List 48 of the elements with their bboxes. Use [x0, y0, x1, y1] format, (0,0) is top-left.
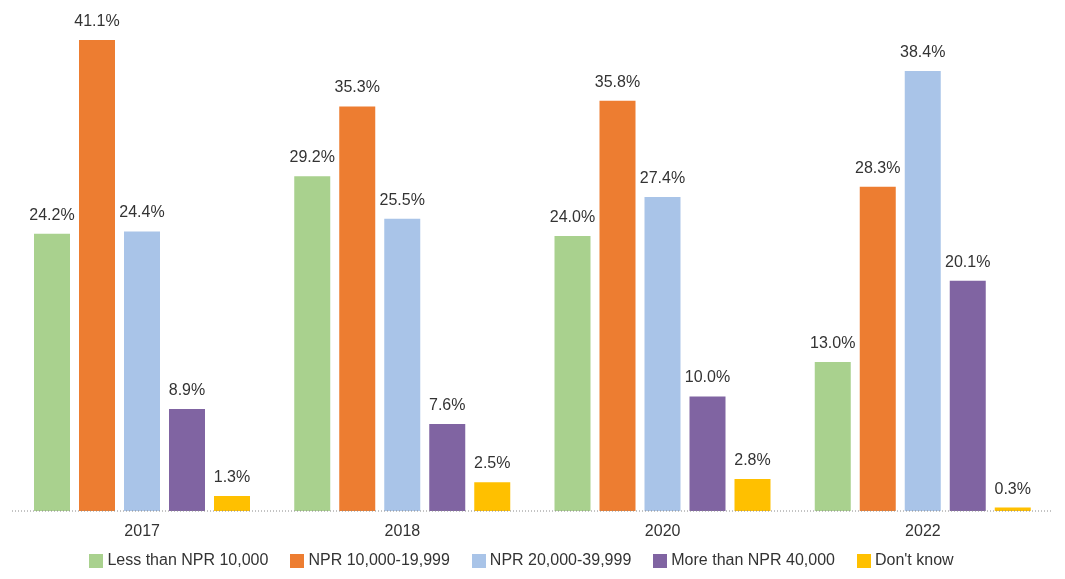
legend-label: More than NPR 40,000	[671, 551, 835, 568]
bar	[294, 176, 331, 511]
data-label: 13.0%	[810, 334, 856, 352]
data-label: 24.2%	[29, 205, 75, 223]
bar	[644, 197, 681, 511]
bar	[214, 496, 250, 511]
bar	[34, 233, 70, 511]
bar	[859, 186, 896, 511]
x-tick-label: 2017	[124, 522, 161, 540]
data-label: 8.9%	[168, 381, 206, 399]
data-label: 2.8%	[734, 450, 771, 468]
data-label: 24.0%	[549, 207, 596, 225]
x-tick-label: 2018	[384, 522, 421, 540]
data-label: 2.5%	[474, 454, 511, 472]
legend-label: Less than NPR 10,000	[107, 551, 269, 568]
data-label: 20.1%	[945, 252, 991, 270]
bar	[339, 106, 376, 511]
data-label: 24.4%	[119, 203, 165, 221]
bar	[474, 482, 511, 511]
legend-label: NPR 20,000-39,999	[489, 551, 632, 568]
data-label: 28.3%	[855, 158, 901, 176]
bar	[429, 423, 466, 511]
data-label: 27.4%	[639, 169, 686, 186]
legend-label: Don't know	[874, 551, 954, 568]
data-label: 10.0%	[684, 368, 731, 386]
bar	[814, 362, 851, 511]
x-tick-label: 2020	[644, 522, 681, 540]
bar	[169, 409, 205, 511]
bar	[689, 396, 726, 511]
bar	[384, 218, 421, 511]
data-label: 29.2%	[289, 148, 335, 166]
bar	[124, 231, 160, 511]
data-label: 0.3%	[994, 479, 1031, 497]
bar	[599, 100, 636, 511]
bar	[554, 235, 591, 511]
bar	[79, 40, 115, 511]
data-label: 35.8%	[594, 72, 641, 90]
data-label: 1.3%	[213, 468, 251, 486]
legend-label: NPR 10,000-19,999	[308, 551, 450, 568]
data-label: 25.5%	[379, 190, 425, 208]
data-label: 35.3%	[334, 78, 380, 96]
bar	[949, 280, 986, 511]
x-tick-label: 2022	[905, 522, 941, 540]
data-label: 41.1%	[74, 12, 120, 29]
data-label: 7.6%	[429, 395, 466, 413]
bar	[734, 478, 771, 511]
bar	[904, 70, 941, 511]
data-label: 38.4%	[900, 42, 946, 60]
